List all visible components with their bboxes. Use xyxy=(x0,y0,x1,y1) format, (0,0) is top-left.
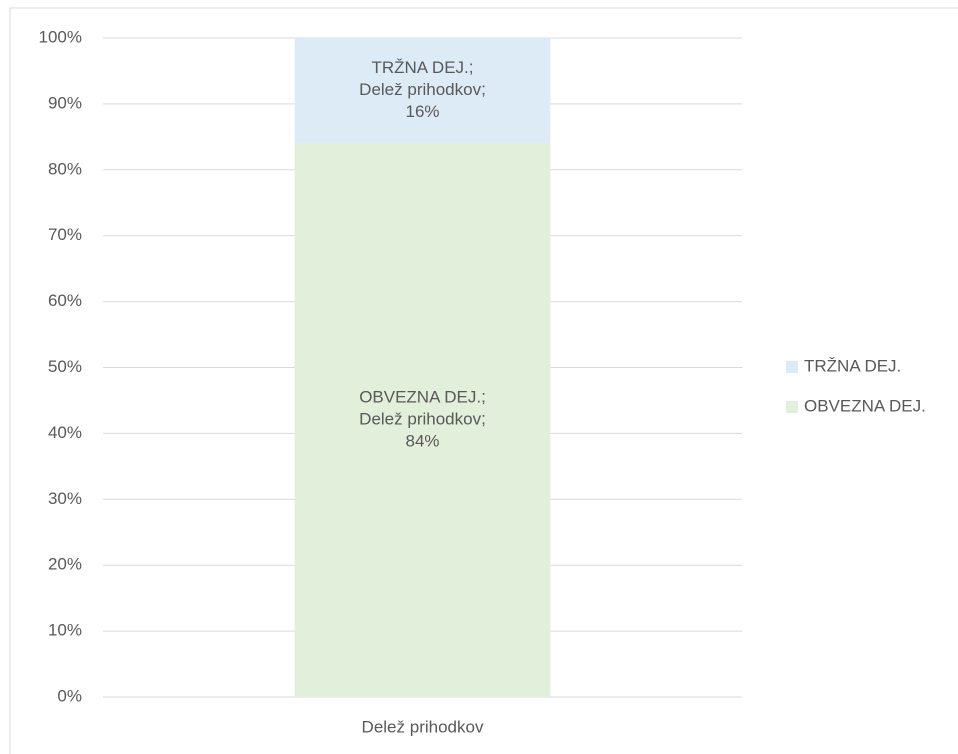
chart-border xyxy=(9,7,958,754)
y-tick-label: 0% xyxy=(57,686,82,705)
legend-swatch xyxy=(786,401,798,413)
x-tick-label: Delež prihodkov xyxy=(362,717,484,736)
data-label-series: TRŽNA DEJ.; xyxy=(371,58,473,77)
data-label-series: OBVEZNA DEJ.; xyxy=(359,388,486,407)
bar-segment xyxy=(294,143,551,697)
data-label-value: 84% xyxy=(405,432,439,451)
data-label-category: Delež prihodkov; xyxy=(359,410,486,429)
y-tick-label: 80% xyxy=(48,159,82,178)
legend-swatch xyxy=(786,361,798,373)
y-tick-label: 60% xyxy=(48,291,82,310)
y-tick-label: 70% xyxy=(48,225,82,244)
y-tick-label: 30% xyxy=(48,489,82,508)
data-label-category: Delež prihodkov; xyxy=(359,80,486,99)
legend-label: OBVEZNA DEJ. xyxy=(804,396,926,415)
y-tick-label: 40% xyxy=(48,423,82,442)
y-tick-label: 10% xyxy=(48,621,82,640)
y-tick-label: 20% xyxy=(48,555,82,574)
y-tick-label: 90% xyxy=(48,93,82,112)
y-tick-label: 100% xyxy=(39,27,82,46)
data-label-value: 16% xyxy=(405,102,439,121)
y-tick-label: 50% xyxy=(48,357,82,376)
bar-segment xyxy=(294,38,551,144)
legend-label: TRŽNA DEJ. xyxy=(804,356,901,375)
